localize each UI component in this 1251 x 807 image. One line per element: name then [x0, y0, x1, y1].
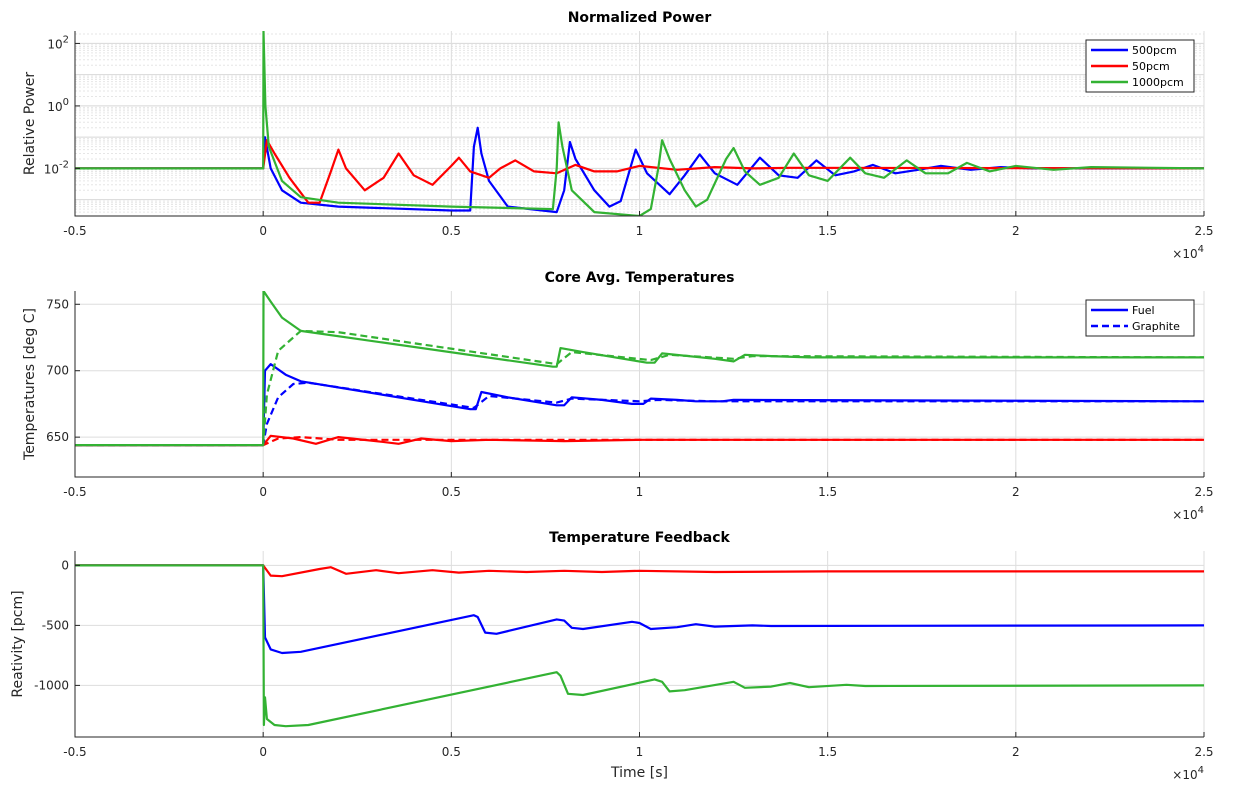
grid: [74, 31, 1205, 217]
y-axis-label: Relative Power: [22, 72, 38, 175]
series-line-1000pcm-2: [75, 31, 1204, 216]
x-axis-label: Time [s]: [610, 765, 668, 781]
x-tick-label: -0.5: [63, 485, 86, 499]
y-tick-label: -1000: [34, 678, 69, 692]
legend-label-fuel: Fuel: [1132, 304, 1155, 317]
series-line-500pcm-0: [75, 564, 1204, 655]
x-tick-label: 0: [259, 485, 267, 499]
x-tick-label: 2: [1012, 485, 1020, 499]
x-tick-label: 0.5: [442, 485, 461, 499]
series-group: [75, 31, 1204, 216]
y-tick-label: 650: [46, 430, 69, 444]
x-tick-label: 2: [1012, 745, 1020, 759]
series-line-1000pcm-2: [75, 564, 1204, 728]
x-tick-label: 1: [636, 224, 644, 238]
series-line-50pcm-1: [75, 564, 1204, 578]
x-tick-label: 1: [636, 745, 644, 759]
x-tick-label: 0.5: [442, 224, 461, 238]
x-tick-label: 2.5: [1194, 745, 1213, 759]
y-axis-label: Reativity [pcm]: [10, 590, 26, 697]
legend-label-graphite: Graphite: [1132, 320, 1180, 333]
series-group: [75, 291, 1204, 447]
x-tick-label: -0.5: [63, 745, 86, 759]
chart-title: Temperature Feedback: [549, 530, 730, 546]
series-line-graphite-4: [75, 436, 1204, 447]
x-tick-label: 1.5: [818, 224, 837, 238]
x-tick-label: 1.5: [818, 485, 837, 499]
y-tick-label: 102: [47, 34, 69, 51]
chart-title: Normalized Power: [568, 10, 712, 26]
y-tick-label: 0: [61, 558, 69, 572]
x-tick-label: 0: [259, 224, 267, 238]
series-line-graphite-3: [75, 381, 1204, 447]
series-line-graphite-5: [75, 329, 1204, 447]
series-line-fuel-2: [75, 291, 1204, 447]
x-exponent-label: ×104: [1172, 244, 1204, 261]
chart-panel-2: -0.5 0 0.5 1 1.5 2 2.5 ×104 650 700 750 Core Avg. T…: [22, 270, 1214, 522]
x-tick-label: 0.5: [442, 745, 461, 759]
series-line-fuel-0: [75, 363, 1204, 447]
y-tick-label: -500: [42, 618, 69, 632]
legend-label-500pcm: 500pcm: [1132, 44, 1177, 57]
y-tick-label: 10-2: [44, 159, 69, 176]
chart-panel-1: -0.5 0 0.5 1 1.5 2 2.5 ×104 10-2 100 102 Normalized…: [22, 10, 1214, 261]
y-tick-label: 100: [47, 97, 69, 114]
x-tick-label: 0: [259, 745, 267, 759]
y-axis-label: Temperatures [deg C]: [22, 308, 38, 461]
chart-panel-3: -0.5 0 0.5 1 1.5 2 2.5 ×104 0 -500 -1000 Temperatur…: [10, 530, 1214, 782]
x-tick-label: 1.5: [818, 745, 837, 759]
legend: Fuel Graphite: [1085, 299, 1195, 337]
y-tick-label: 750: [46, 297, 69, 311]
x-tick-label: 1: [636, 485, 644, 499]
series-line-500pcm-0: [75, 126, 1204, 214]
legend-label-50pcm: 50pcm: [1132, 60, 1170, 73]
x-tick-label: 2.5: [1194, 485, 1213, 499]
x-tick-label: -0.5: [63, 224, 86, 238]
series-line-50pcm-1: [75, 139, 1204, 204]
x-tick-label: 2: [1012, 224, 1020, 238]
x-tick-label: 2.5: [1194, 224, 1213, 238]
x-exponent-label: ×104: [1172, 765, 1204, 782]
series-group: [75, 564, 1204, 728]
chart-title: Core Avg. Temperatures: [545, 270, 735, 286]
y-tick-label: 700: [46, 364, 69, 378]
x-exponent-label: ×104: [1172, 505, 1204, 522]
legend: 500pcm 50pcm 1000pcm: [1085, 39, 1195, 93]
legend-label-1000pcm: 1000pcm: [1132, 76, 1184, 89]
legend-box: [1085, 299, 1195, 337]
